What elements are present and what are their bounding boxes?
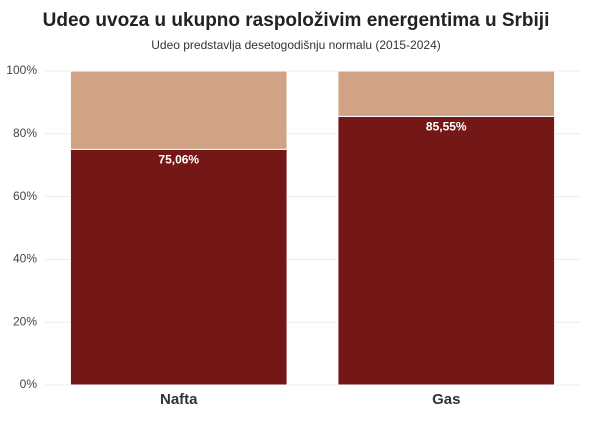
y-tick-label: 100% <box>6 63 37 77</box>
data-label: 85,55% <box>426 120 467 134</box>
y-tick-label: 20% <box>13 314 37 328</box>
chart-title: Udeo uvoza u ukupno raspoloživim energen… <box>43 10 550 31</box>
chart-subtitle: Udeo predstavlja desetogodišnju normalu … <box>151 38 441 52</box>
y-tick-label: 0% <box>20 377 38 391</box>
bar-segment <box>69 148 288 386</box>
bar-segment <box>337 70 556 117</box>
bar-segment <box>69 70 288 150</box>
bar-segment <box>337 115 556 386</box>
y-tick-label: 80% <box>13 126 37 140</box>
data-label: 75,06% <box>158 152 199 166</box>
y-tick-label: 40% <box>13 252 37 266</box>
x-tick-label: Gas <box>432 391 460 408</box>
x-tick-label: Nafta <box>160 391 198 408</box>
y-tick-label: 60% <box>13 189 37 203</box>
